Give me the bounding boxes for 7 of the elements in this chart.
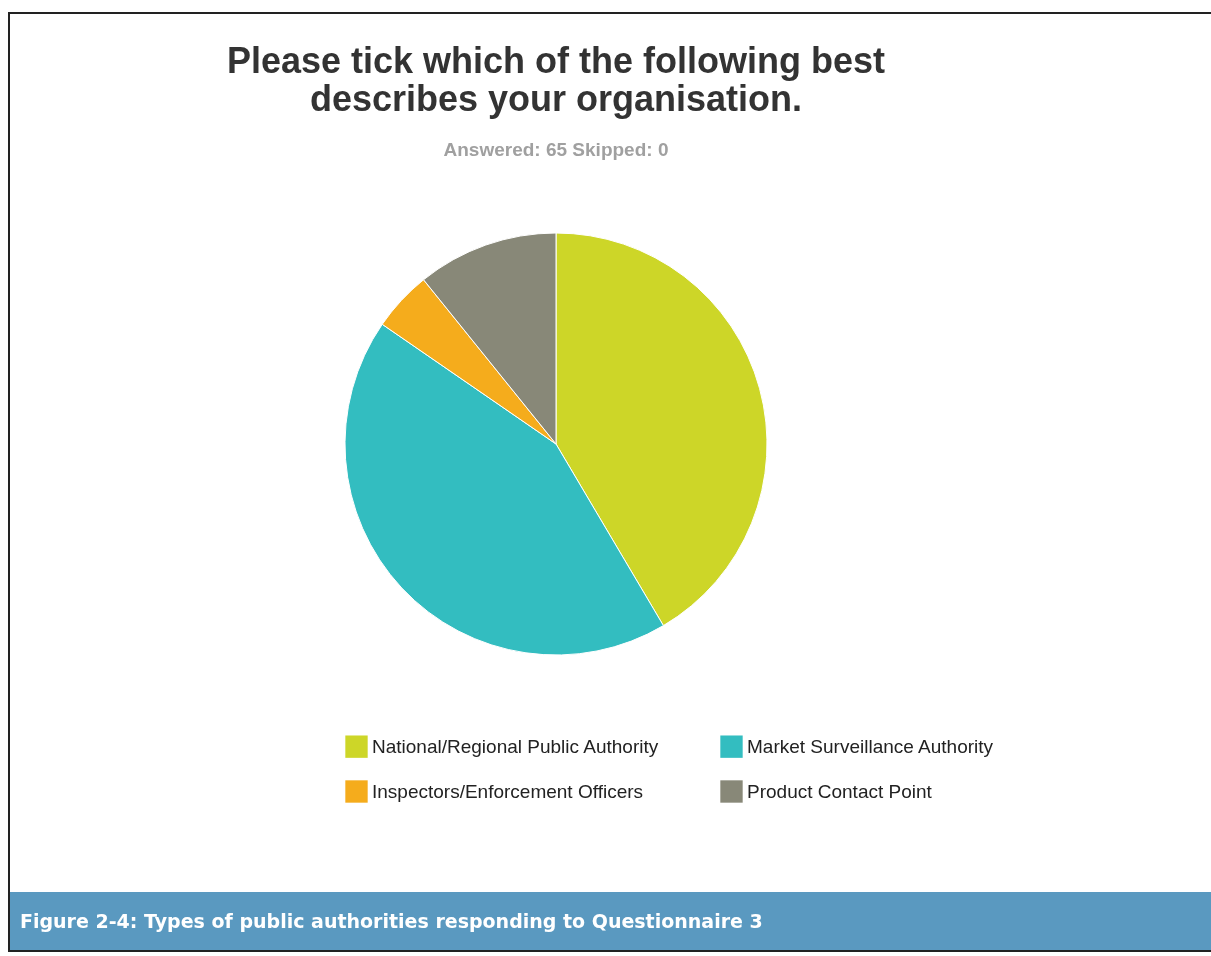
legend-label: National/Regional Public Authority xyxy=(372,735,659,757)
chart-title: Please tick which of the following best describes your organisation. xyxy=(226,40,886,119)
legend-label: Inspectors/Enforcement Officers xyxy=(372,780,644,802)
legend-label: Product Contact Point xyxy=(747,780,933,802)
caption: Figure 2-4: Types of public authorities responding to Questionnaire 3 xyxy=(10,892,1211,950)
chart-subtitle: Answered: 65 Skipped: 0 xyxy=(443,139,669,160)
legend-label: Market Surveillance Authority xyxy=(747,735,994,757)
